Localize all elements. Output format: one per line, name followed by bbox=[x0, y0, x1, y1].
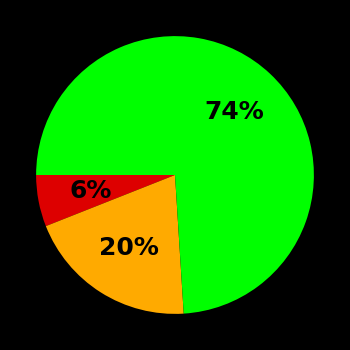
Wedge shape bbox=[46, 175, 184, 314]
Wedge shape bbox=[36, 36, 314, 314]
Text: 74%: 74% bbox=[204, 100, 264, 124]
Text: 20%: 20% bbox=[99, 236, 159, 260]
Wedge shape bbox=[36, 175, 175, 226]
Text: 6%: 6% bbox=[69, 179, 112, 203]
